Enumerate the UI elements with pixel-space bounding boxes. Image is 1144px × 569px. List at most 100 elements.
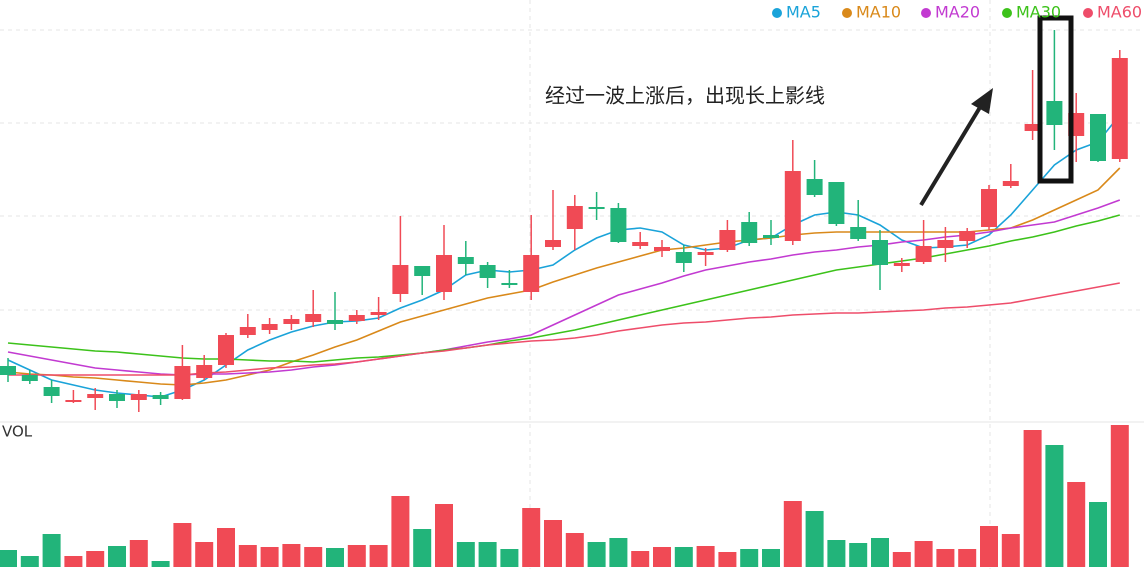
candle-body (1111, 58, 1128, 159)
candle-body (632, 242, 649, 246)
legend-swatch (1083, 8, 1093, 18)
candle-body (436, 255, 452, 292)
candle-body (414, 266, 431, 276)
volume-bar (64, 556, 83, 567)
volume-bar (1110, 425, 1129, 567)
volume-bar (936, 549, 955, 567)
legend-label: MA60 (1097, 3, 1142, 22)
legend: MA5 MA10 MA20 MA30 MA60 (772, 3, 1142, 22)
ma-line (7, 199, 1121, 376)
candle-body (654, 247, 670, 251)
volume-bar (718, 552, 737, 567)
candle-body (806, 179, 823, 195)
candle-body (741, 222, 758, 243)
candle-body (283, 319, 300, 324)
candle-body (392, 265, 409, 294)
candle-body (152, 395, 169, 399)
volume-bar (827, 540, 846, 567)
volume-bar (653, 547, 671, 567)
candle-body (937, 240, 954, 248)
candle-body (981, 189, 997, 227)
volume-bar (238, 545, 257, 567)
legend-swatch (921, 8, 931, 18)
legend-swatch (772, 8, 782, 18)
candles (0, 30, 1128, 412)
candle-body (784, 171, 801, 241)
candle-body (697, 252, 714, 255)
ma-line (7, 167, 1121, 386)
volume-bar (1023, 430, 1042, 567)
volume-bar (369, 545, 388, 567)
candle-body (348, 315, 365, 321)
candle-body (915, 246, 932, 262)
moving-averages (7, 114, 1121, 398)
candle-body (370, 312, 387, 315)
candle-body (545, 240, 561, 247)
candle-body (893, 263, 910, 266)
candle-body (239, 327, 256, 335)
volume-panel (0, 425, 1129, 567)
volume-bar (304, 547, 323, 567)
volume-label: VOL (2, 423, 33, 441)
candle-body (43, 387, 60, 396)
volume-bar (391, 496, 410, 567)
ma-line (7, 214, 1121, 363)
arrow-shaft (919, 102, 984, 207)
candle-body (850, 227, 867, 239)
candle-body (1090, 114, 1106, 161)
volume-bar (435, 504, 453, 567)
volume-bar (587, 542, 606, 567)
volume-bar (871, 538, 889, 567)
volume-bar (1067, 482, 1086, 567)
candle-body (109, 394, 125, 401)
volume-bar (849, 543, 868, 567)
volume-bar (740, 549, 759, 567)
volume-bar (762, 549, 780, 567)
candle-body (196, 365, 213, 378)
candle-body (763, 235, 779, 238)
volume-bar (522, 508, 541, 567)
volume-bar (0, 550, 17, 567)
candle-body (588, 207, 605, 209)
layout (529, 0, 991, 569)
legend-label: MA5 (786, 3, 821, 22)
volume-bar (347, 545, 366, 567)
volume-bar (326, 548, 344, 567)
ma-line (7, 114, 1121, 398)
candle-body (130, 394, 147, 400)
candle-body (610, 208, 627, 242)
volume-bar (129, 540, 148, 567)
volume-bar (544, 520, 562, 567)
legend-label: MA20 (935, 3, 980, 22)
candle-body (479, 265, 496, 278)
highlight-box (1037, 15, 1074, 184)
volume-bar (914, 541, 933, 567)
legend-swatch (842, 8, 852, 18)
arrow-head (971, 88, 993, 114)
volume-bar (260, 547, 279, 567)
ma-line (8, 282, 1120, 376)
volume-bar (456, 542, 475, 567)
candle-body (261, 324, 278, 330)
candle-body (21, 375, 38, 381)
volume-bar (958, 549, 977, 567)
volume-bar (783, 501, 802, 567)
volume-bar (217, 528, 235, 567)
volume-bar (805, 511, 824, 567)
volume-bar (1089, 502, 1107, 567)
volume-bar (1001, 534, 1020, 567)
candle-body (457, 257, 474, 264)
candle-body (1002, 181, 1019, 186)
volume-bar (892, 552, 911, 567)
volume-bar (86, 551, 105, 567)
volume-bar (20, 556, 39, 567)
candle-body (305, 314, 322, 322)
volume-bar (609, 538, 628, 567)
legend-label: MA10 (856, 3, 901, 22)
volume-bar (108, 546, 126, 567)
candle-body (1024, 124, 1041, 131)
candle-body (675, 252, 692, 263)
annotation: 经过一波上涨后，出现长上影线 (545, 84, 825, 108)
